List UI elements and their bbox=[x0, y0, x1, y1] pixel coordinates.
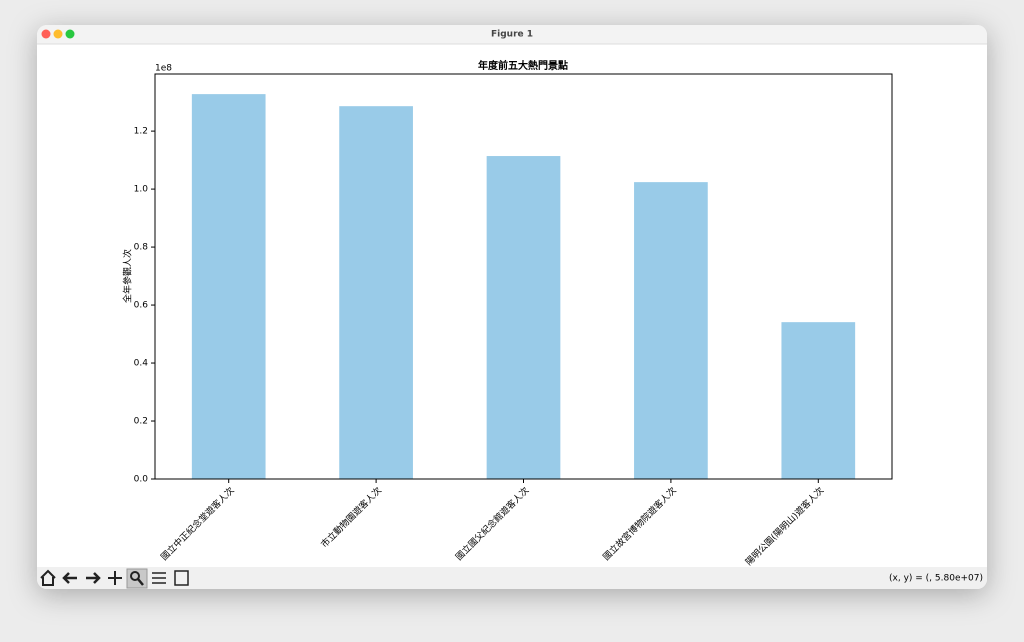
window-title: Figure 1 bbox=[491, 30, 533, 40]
forward-button[interactable] bbox=[86, 572, 101, 584]
zoom-handle bbox=[137, 578, 144, 586]
back-button[interactable] bbox=[62, 572, 77, 584]
title-bar bbox=[37, 25, 987, 44]
y-tick-label: 0.8 bbox=[134, 243, 149, 253]
bar bbox=[339, 106, 413, 479]
bar bbox=[781, 322, 856, 479]
axes-frame bbox=[154, 73, 893, 480]
bar bbox=[191, 94, 266, 480]
y-axis-label: 全年參觀人次 bbox=[122, 249, 134, 303]
home-button[interactable] bbox=[40, 569, 56, 586]
y-tick-label: 1.0 bbox=[134, 185, 149, 195]
y-offset-label: 1e8 bbox=[155, 64, 172, 74]
bar bbox=[634, 182, 708, 479]
status-text: (x, y) = (, 5.80e+07) bbox=[889, 574, 983, 584]
bar bbox=[486, 156, 561, 479]
pan-button[interactable] bbox=[108, 571, 122, 585]
y-tick-label: 0.4 bbox=[134, 359, 149, 369]
chart-title: 年度前五大熱門景點 bbox=[478, 59, 568, 72]
toolbar bbox=[37, 567, 987, 589]
zoom-icon bbox=[130, 571, 140, 581]
minimize-button[interactable] bbox=[53, 29, 63, 39]
y-tick-label: 1.2 bbox=[134, 127, 148, 137]
y-tick-label: 0.2 bbox=[134, 417, 148, 427]
y-tick-label: 0.0 bbox=[134, 475, 149, 485]
y-tick-label: 0.6 bbox=[134, 301, 149, 311]
close-button[interactable] bbox=[41, 29, 51, 39]
zoom-button[interactable] bbox=[65, 29, 75, 39]
toolbar-icons bbox=[40, 568, 189, 589]
configure-button[interactable] bbox=[152, 572, 166, 584]
save-button[interactable] bbox=[174, 570, 189, 586]
